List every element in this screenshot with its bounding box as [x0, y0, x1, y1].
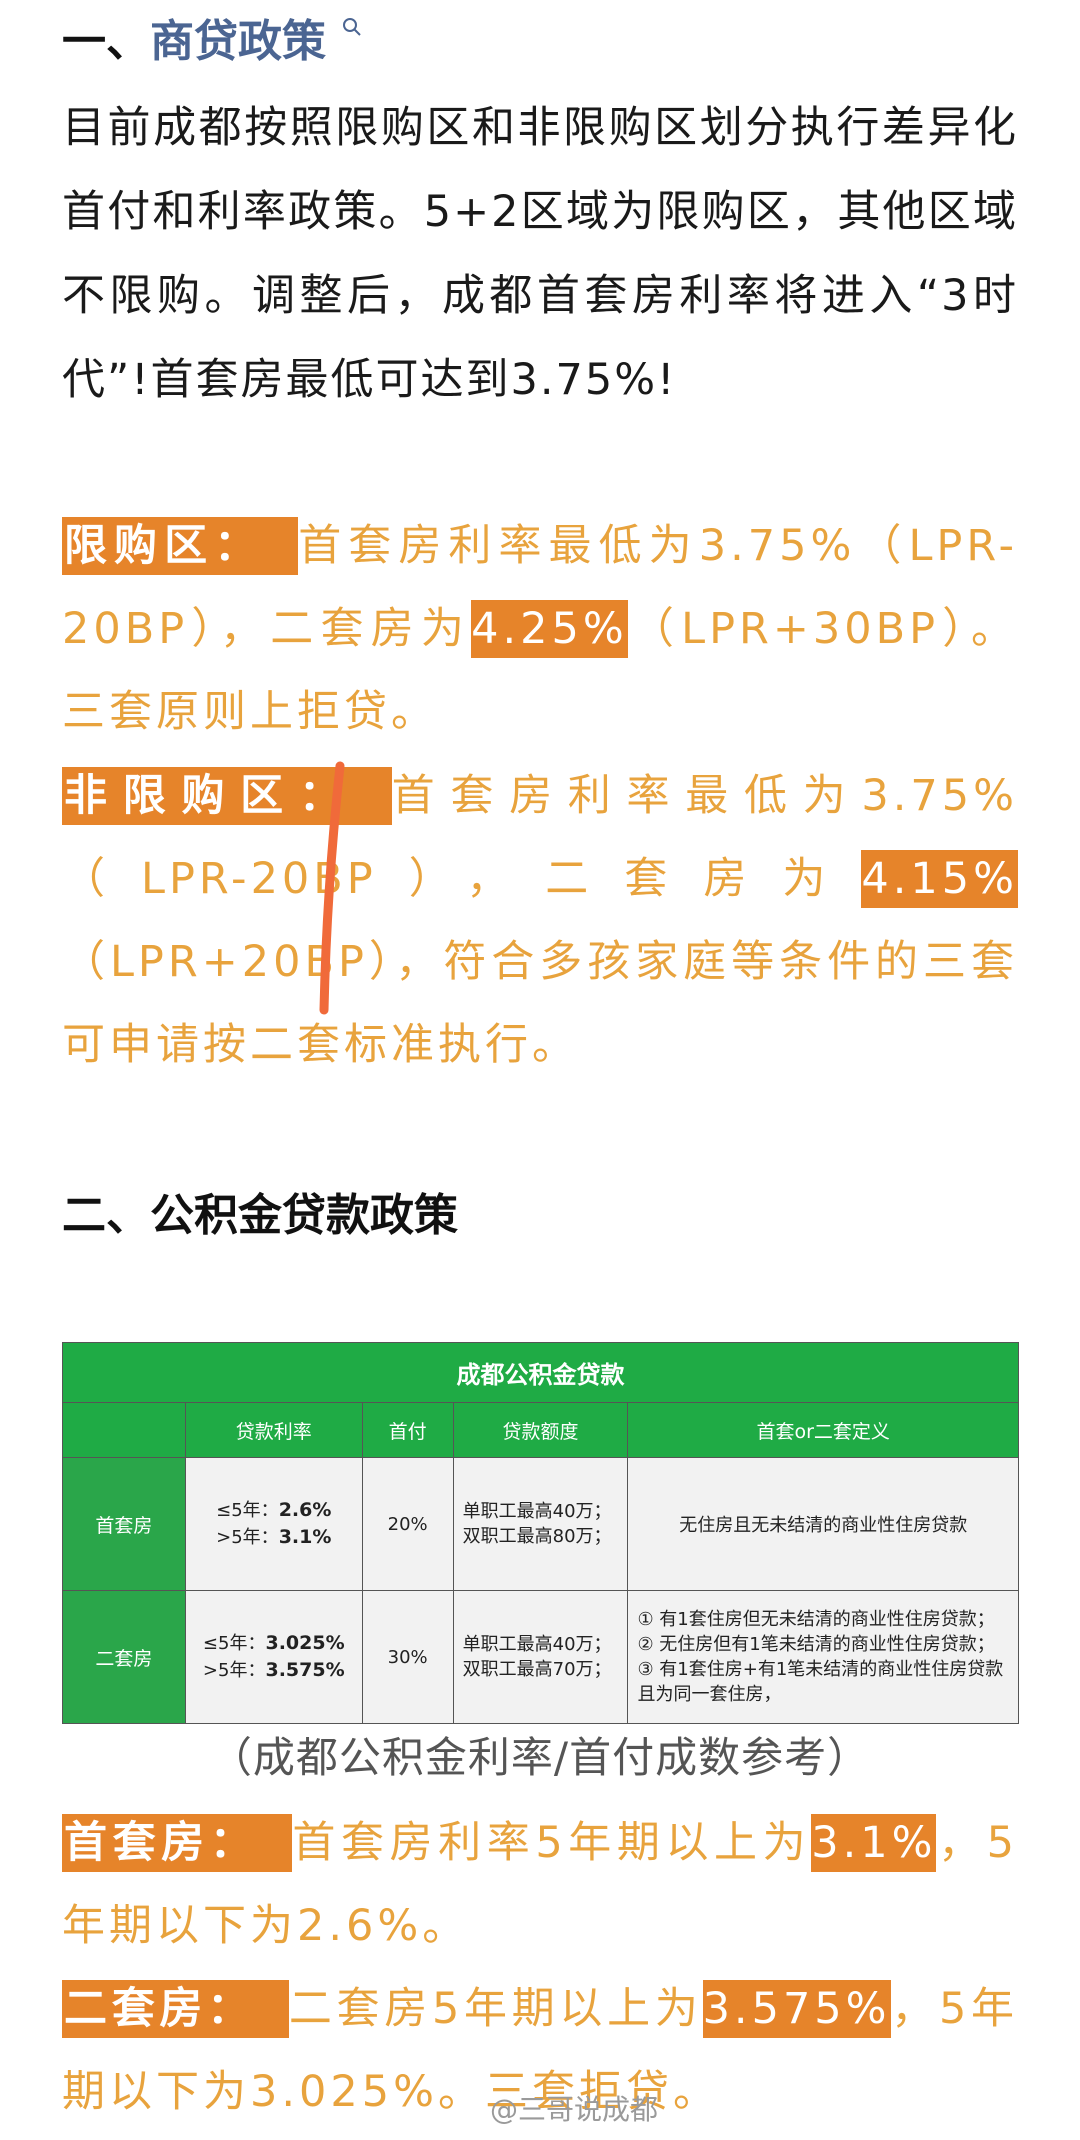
scribble [319, 761, 345, 1015]
policy-paragraph: 限购区： 首套房利率最低为3.75%（LPR-20BP），二套房为4.25%（LP… [62, 505, 1018, 754]
rates: ≤5年：2.6% >5年：3.1% [216, 1497, 331, 1551]
table-title-row: 成都公积金贷款 [62, 1342, 1019, 1403]
table-row: 二套房 ≤5年：3.025% >5年：3.575% 30% 单职工最高40万； 双… [62, 1590, 1019, 1724]
limit-cell: 单职工最高40万； 双职工最高80万； [452, 1457, 629, 1591]
text: ，5年期以下为3.025%。三套拒贷。 [62, 1984, 1019, 2117]
definition-cell: ① 有1套住房但无未结清的商业性住房贷款； ② 无住房但有1笔未结清的商业性住房… [627, 1590, 1019, 1724]
highlight: 3.1% [811, 1814, 937, 1872]
policy-paragraph: 二套房： 二套房5年期以上为3.575%，5年期以下为3.025%。三套拒贷。 [62, 1968, 1018, 2134]
highlight: 3.575% [702, 1980, 891, 2038]
header-row: 贷款利率 首付 贷款额度 首套or二套定义 [62, 1402, 1019, 1458]
limit-cell: 单职工最高40万； 双职工最高70万； [452, 1590, 629, 1724]
text: （LPR+30BP）。三套原则上拒贷。 [62, 604, 1018, 737]
rate: 2.6% [278, 1499, 332, 1521]
header-cell [62, 1402, 186, 1458]
policy-paragraph: 首套房： 首套房利率5年期以上为3.1%，5年期以下为2.6%。 [62, 1802, 1018, 1968]
label: 二套房： [62, 1980, 289, 2038]
definitions: ① 有1套住房但无未结清的商业性住房贷款； ② 无住房但有1笔未结清的商业性住房… [629, 1607, 1017, 1707]
limit: 单职工最高40万； [462, 1634, 612, 1655]
term: ≤5年： [202, 1633, 266, 1654]
term: >5年： [216, 1527, 279, 1548]
rate: 3.025% [265, 1632, 345, 1654]
header-cell: 首套or二套定义 [627, 1402, 1019, 1458]
down-payment: 30% [361, 1590, 454, 1724]
section-heading: 二、公积金贷款政策 [62, 1190, 458, 1241]
search-icon[interactable] [341, 16, 363, 38]
definition-cell: 无住房且无未结清的商业性住房贷款 [627, 1457, 1019, 1591]
limit: 双职工最高80万； [462, 1526, 612, 1547]
heading-link[interactable]: 商贷政策 [150, 16, 326, 67]
rates: ≤5年：3.025% >5年：3.575% [203, 1630, 345, 1684]
intro-paragraph: 目前成都按照限购区和非限购区划分执行差异化首付和利率政策。5+2区域为限购区，其… [62, 103, 1018, 405]
table-caption: （成都公积金利率/首付成数参考） [209, 1733, 871, 1782]
text: 首套房利率5年期以上为 [292, 1818, 812, 1868]
rate-cell: ≤5年：2.6% >5年：3.1% [184, 1457, 363, 1591]
row-type: 二套房 [62, 1590, 186, 1724]
down-payment: 20% [361, 1457, 454, 1591]
label: 限购区： [62, 517, 299, 575]
term: ≤5年： [216, 1500, 279, 1521]
highlight: 4.25% [471, 600, 628, 658]
section-heading: 一、商贷政策 [62, 12, 363, 72]
table-title: 成都公积金贷款 [62, 1342, 1019, 1403]
text: 二套房5年期以上为 [288, 1984, 703, 2034]
watermark: @三哥说成都 [490, 2093, 659, 2126]
text: ，5年期以下为2.6%。 [62, 1818, 1019, 1951]
header-cell: 首付 [361, 1402, 454, 1458]
text: 首套房利率最低为3.75%（LPR-20BP），二套房为 [62, 771, 1019, 904]
table-row: 首套房 ≤5年：2.6% >5年：3.1% 20% 单职工最高40万； 双职工最高… [62, 1457, 1019, 1591]
definition: ① 有1套住房但无未结清的商业性住房贷款； [637, 1609, 995, 1630]
rate: 3.575% [265, 1659, 345, 1681]
limit: 单职工最高40万； [462, 1501, 612, 1522]
heading-prefix: 一、 [62, 16, 150, 67]
limit: 双职工最高70万； [462, 1659, 612, 1680]
definition: ③ 有1套住房+有1笔未结清的商业性住房贷款且为同一套住房， [637, 1659, 1004, 1705]
rate: 3.1% [278, 1526, 332, 1548]
row-type: 首套房 [62, 1457, 186, 1591]
label: 首套房： [62, 1814, 293, 1872]
highlight: 4.15% [861, 850, 1018, 908]
limits: 单职工最高40万； 双职工最高70万； [455, 1632, 627, 1682]
text: （LPR+20BP），符合多孩家庭等条件的三套可申请按二套标准执行。 [62, 937, 1018, 1070]
rate-cell: ≤5年：3.025% >5年：3.575% [184, 1590, 363, 1724]
text: 首套房利率最低为3.75%（LPR-20BP），二套房为 [62, 521, 1019, 654]
loan-table: 成都公积金贷款 贷款利率 首付 贷款额度 首套or二套定义 首套房 ≤5年：2.… [62, 1342, 1019, 1724]
policy-paragraph: 非限购区： 首套房利率最低为3.75%（LPR-20BP），二套房为4.15%（L… [62, 755, 1018, 1087]
header-cell: 贷款利率 [184, 1402, 363, 1458]
definition: ② 无住房但有1笔未结清的商业性住房贷款； [637, 1634, 995, 1655]
limits: 单职工最高40万； 双职工最高80万； [455, 1499, 627, 1549]
term: >5年： [202, 1660, 266, 1681]
header-cell: 贷款额度 [452, 1402, 629, 1458]
definition: 无住房且无未结清的商业性住房贷款 [679, 1515, 968, 1536]
